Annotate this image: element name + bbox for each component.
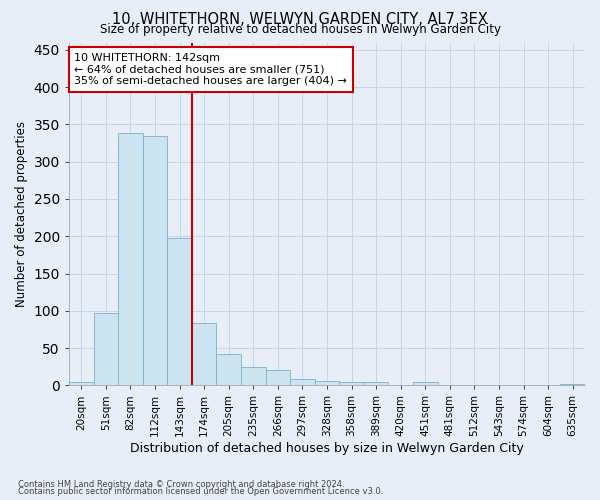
X-axis label: Distribution of detached houses by size in Welwyn Garden City: Distribution of detached houses by size …	[130, 442, 524, 455]
Text: Size of property relative to detached houses in Welwyn Garden City: Size of property relative to detached ho…	[100, 22, 500, 36]
Text: Contains public sector information licensed under the Open Government Licence v3: Contains public sector information licen…	[18, 487, 383, 496]
Bar	[118, 134, 143, 386]
Bar	[290, 378, 314, 386]
Bar	[241, 366, 266, 386]
Text: 10 WHITETHORN: 142sqm
← 64% of detached houses are smaller (751)
35% of semi-det: 10 WHITETHORN: 142sqm ← 64% of detached …	[74, 53, 347, 86]
Text: 10, WHITETHORN, WELWYN GARDEN CITY, AL7 3EX: 10, WHITETHORN, WELWYN GARDEN CITY, AL7 …	[112, 12, 488, 28]
Bar	[266, 370, 290, 386]
Bar	[339, 382, 364, 386]
Bar	[462, 384, 487, 386]
Bar	[364, 382, 388, 386]
Bar	[413, 382, 437, 386]
Bar	[314, 381, 339, 386]
Bar	[192, 322, 217, 386]
Bar	[217, 354, 241, 386]
Bar	[94, 313, 118, 386]
Bar	[167, 238, 192, 386]
Y-axis label: Number of detached properties: Number of detached properties	[15, 121, 28, 307]
Bar	[69, 382, 94, 386]
Text: Contains HM Land Registry data © Crown copyright and database right 2024.: Contains HM Land Registry data © Crown c…	[18, 480, 344, 489]
Bar	[143, 136, 167, 386]
Bar	[560, 384, 585, 386]
